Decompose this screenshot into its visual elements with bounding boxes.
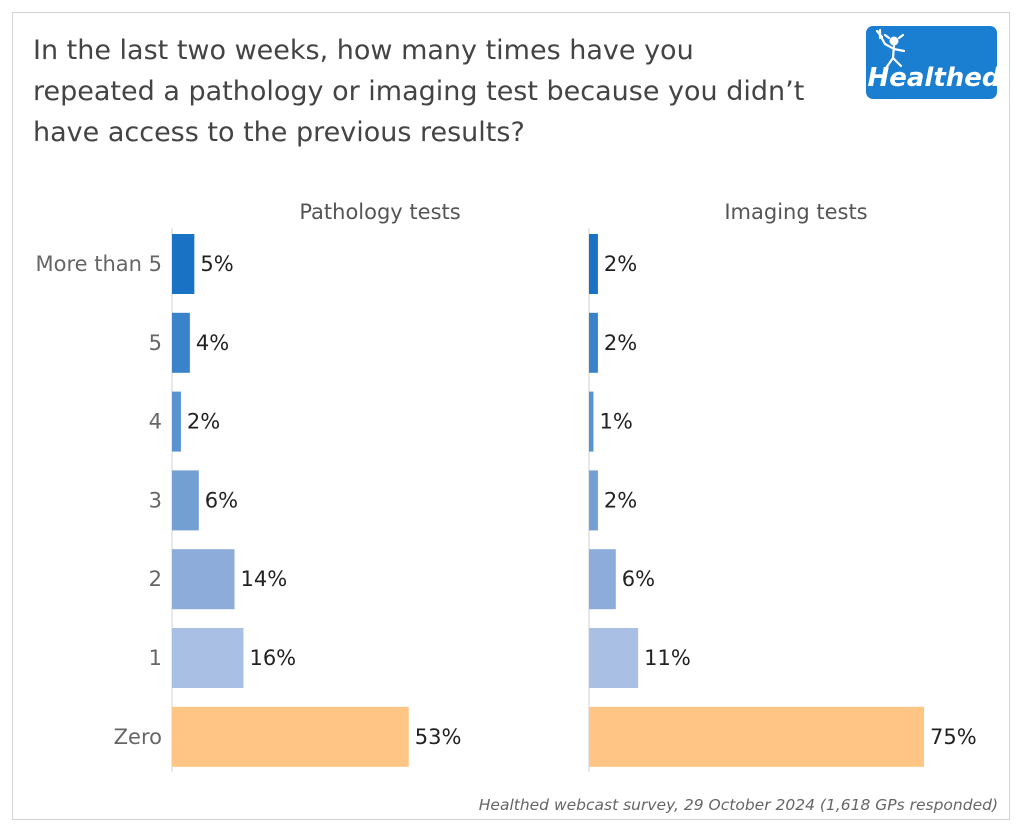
logo-text: Healthed [867, 63, 997, 93]
data-label: 53% [415, 725, 462, 749]
bar [589, 312, 598, 373]
data-label: 6% [205, 488, 238, 512]
bar [589, 549, 616, 610]
category-label: 1 [149, 646, 162, 670]
category-label: Zero [114, 725, 162, 749]
bar [172, 234, 195, 294]
data-label: 6% [622, 567, 655, 591]
category-label: 5 [149, 331, 162, 355]
bar [172, 628, 244, 688]
data-label: 4% [196, 331, 229, 355]
bar [172, 549, 235, 610]
facet-title-imaging: Imaging tests [724, 200, 867, 224]
data-label: 75% [930, 725, 977, 749]
data-label: 2% [604, 488, 637, 512]
facet-title-pathology: Pathology tests [299, 200, 460, 224]
bar [172, 706, 409, 767]
category-labels: More than 5 5 4 3 2 1 Zero [36, 252, 163, 749]
category-label: 2 [149, 567, 162, 591]
data-label: 5% [200, 252, 233, 276]
bar [172, 391, 181, 452]
data-label: 11% [644, 646, 691, 670]
category-label: 3 [149, 488, 162, 512]
data-label: 2% [604, 252, 637, 276]
data-label: 2% [604, 331, 637, 355]
bar [589, 234, 598, 294]
facet-imaging: 2% 2% 1% 2% 6% 11% 75% [588, 228, 977, 772]
bar [589, 628, 639, 688]
data-label: 2% [187, 410, 220, 434]
bar [589, 470, 598, 531]
category-label: 4 [149, 410, 162, 434]
data-label: 1% [599, 410, 632, 434]
bar [172, 312, 190, 373]
hermes-figure-icon [875, 28, 906, 70]
chart-title: In the last two weeks, how many times ha… [33, 35, 805, 148]
bar [589, 706, 924, 767]
chart-frame [12, 12, 1010, 820]
data-label: 16% [249, 646, 296, 670]
facet-pathology: 5% 4% 2% 6% 14% 16% 53% [171, 228, 462, 772]
category-label: More than 5 [36, 252, 163, 276]
bar [172, 470, 199, 531]
bar [589, 391, 594, 452]
data-label: 14% [241, 567, 288, 591]
healthed-logo: Healthed [866, 26, 997, 99]
source-note: Healthed webcast survey, 29 October 2024… [478, 796, 998, 814]
